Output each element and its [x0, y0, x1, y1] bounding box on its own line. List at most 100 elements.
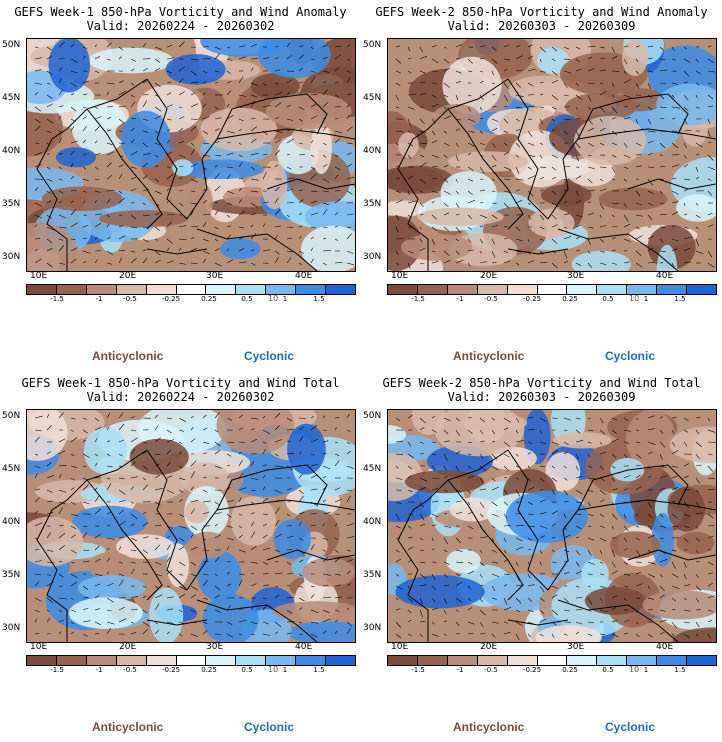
- wind-vector: [647, 130, 656, 133]
- wind-vector: [455, 178, 458, 183]
- wind-vector: [635, 597, 641, 599]
- wind-vector: [575, 130, 581, 138]
- wind-vector: [226, 152, 234, 156]
- wind-vector: [527, 561, 530, 565]
- wind-vector: [647, 633, 653, 638]
- wind-vector: [599, 57, 605, 60]
- wind-vector: [226, 475, 230, 479]
- wind-vector: [467, 429, 473, 434]
- wind-vector: [70, 417, 76, 420]
- wind-vector: [298, 128, 302, 132]
- colorbar-tick: -1.5: [411, 295, 425, 303]
- wind-vector: [238, 94, 247, 97]
- wind-vector: [431, 201, 435, 204]
- colorbar-swatch: [56, 656, 87, 665]
- wind-vector: [467, 570, 474, 575]
- wind-vector: [407, 619, 412, 623]
- wind-vector: [286, 465, 294, 471]
- wind-vector: [190, 534, 194, 539]
- wind-vector: [407, 453, 414, 459]
- wind-vector: [34, 465, 41, 469]
- wind-vector: [130, 437, 138, 443]
- wind-vector: [575, 549, 581, 556]
- wind-vector: [202, 142, 210, 145]
- cyclonic-region: [164, 526, 196, 546]
- wind-vector: [479, 585, 484, 587]
- wind-vector: [551, 594, 558, 599]
- wind-vector: [286, 584, 291, 587]
- wind-vector: [455, 561, 464, 563]
- wind-vector: [118, 173, 123, 180]
- wind-vector: [346, 465, 354, 469]
- wind-vector: [190, 499, 199, 503]
- wind-vector: [238, 579, 243, 587]
- wind-vector: [695, 142, 703, 148]
- wind-vector: [443, 94, 449, 98]
- wind-vector: [226, 453, 232, 457]
- wind-vector: [539, 465, 545, 467]
- coastline: [547, 499, 716, 591]
- wind-vector: [310, 463, 318, 467]
- wind-vector: [202, 597, 208, 600]
- wind-vector: [346, 413, 350, 419]
- wind-vector: [587, 226, 594, 229]
- wind-vector: [647, 441, 656, 446]
- wind-vector: [551, 79, 559, 84]
- wind-vector: [659, 94, 665, 100]
- wind-vector: [395, 82, 401, 86]
- wind-vector: [575, 525, 582, 530]
- wind-vector: [431, 573, 436, 580]
- wind-vector: [635, 235, 643, 240]
- wind-vector: [395, 440, 403, 443]
- wind-vector: [395, 262, 399, 266]
- colorbar-swatch: [687, 285, 716, 294]
- wind-vector: [419, 46, 423, 52]
- wind-vector: [214, 202, 219, 204]
- wind-vector: [611, 55, 618, 60]
- wind-vector: [515, 238, 523, 242]
- wind-vector: [334, 238, 339, 241]
- wind-vector: [587, 142, 595, 147]
- wind-vector: [58, 166, 62, 169]
- wind-vector: [226, 58, 233, 61]
- lon-label: 20E: [480, 271, 498, 281]
- wind-vector: [479, 561, 485, 567]
- colorbar-swatch: [507, 285, 538, 294]
- wind-vector: [214, 450, 221, 455]
- anticyclonic-region: [250, 73, 300, 99]
- wind-vector: [130, 486, 134, 491]
- wind-vector: [599, 573, 605, 575]
- wind-vector: [334, 45, 342, 48]
- wind-vector: [178, 633, 183, 637]
- wind-vector: [226, 225, 231, 228]
- wind-vector: [322, 465, 331, 470]
- lat-label: 45N: [363, 464, 382, 474]
- wind-vector: [226, 259, 234, 264]
- wind-vector: [395, 477, 403, 480]
- wind-vector: [250, 512, 255, 515]
- wind-vector: [214, 210, 219, 216]
- wind-vector: [611, 237, 616, 240]
- wind-vector: [238, 573, 245, 575]
- wind-vector: [286, 129, 291, 132]
- wind-vector: [683, 584, 691, 587]
- colorbar-tick: 1.5: [313, 666, 325, 674]
- wind-vector: [683, 561, 687, 568]
- wind-vector: [443, 573, 448, 578]
- wind-vector: [82, 549, 90, 551]
- wind-vector: [190, 202, 199, 205]
- wind-vector: [407, 546, 414, 551]
- wind-vector: [683, 106, 689, 112]
- wind-vector: [82, 633, 88, 637]
- wind-vector: [479, 118, 484, 120]
- anticyclonic-region: [566, 157, 616, 187]
- wind-vector: [395, 177, 400, 180]
- wind-vector: [322, 476, 327, 479]
- wind-vector: [635, 441, 641, 444]
- cyclonic-region: [395, 575, 485, 609]
- wind-vector: [563, 441, 569, 446]
- wind-vector: [419, 92, 427, 96]
- wind-vector: [178, 489, 184, 493]
- wind-vector: [611, 585, 616, 587]
- wind-vector: [503, 631, 511, 635]
